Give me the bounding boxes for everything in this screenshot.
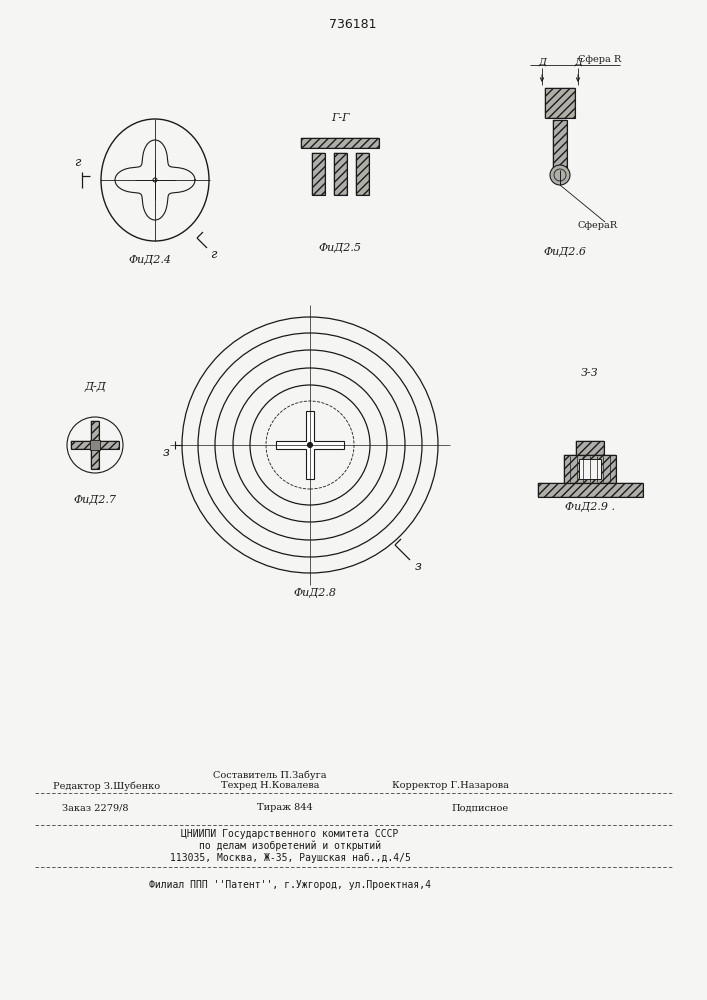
Bar [538,483,643,497]
Text: ЦНИИПИ Государственного комитета СССР: ЦНИИПИ Государственного комитета СССР [181,829,399,839]
Text: ΦиД2.4: ΦиД2.4 [129,255,172,265]
Text: 113035, Москва, Ж-35, Раушская наб.,д.4/5: 113035, Москва, Ж-35, Раушская наб.,д.4/… [170,853,411,863]
Text: СфераR: СфераR [578,221,618,230]
Bar [312,153,325,195]
Circle shape [550,165,570,185]
Text: Техред Н.Ковалева: Техред Н.Ковалева [221,782,319,790]
Text: г: г [210,247,216,260]
Text: Подписное: Подписное [452,804,508,812]
Text: Корректор Г.Назарова: Корректор Г.Назарова [392,782,508,790]
Bar [356,153,369,195]
Bar [334,153,347,195]
Bar [553,120,567,170]
Text: ΦиД2.7: ΦиД2.7 [74,495,117,505]
Bar [90,440,100,450]
Bar [356,153,369,195]
Text: 736181: 736181 [329,18,377,31]
Bar [564,455,616,483]
Text: ΦиД2.8: ΦиД2.8 [293,588,337,598]
Text: Д-Д: Д-Д [84,382,106,392]
Circle shape [308,442,312,448]
Bar [538,483,643,497]
Polygon shape [276,411,344,479]
Bar [301,138,379,148]
Text: Д: Д [538,57,546,66]
Text: Филиал ППП ''Патент'', г.Ужгород, ул.Проектная,4: Филиал ППП ''Патент'', г.Ужгород, ул.Про… [149,880,431,890]
Bar [564,455,616,483]
Bar [545,88,575,118]
Text: з: з [163,446,170,460]
Text: Составитель П.Забуга: Составитель П.Забуга [214,770,327,780]
Bar [312,153,325,195]
Text: Тираж 844: Тираж 844 [257,804,313,812]
Text: Заказ 2279/8: Заказ 2279/8 [62,804,128,812]
Text: Д: Д [574,57,582,66]
Text: г: г [74,155,80,168]
Text: ΦиД2.5: ΦиД2.5 [318,243,361,253]
Polygon shape [71,421,119,469]
Bar [334,153,347,195]
Text: Г-Г: Г-Г [331,113,349,123]
Text: ΦиД2.9 .: ΦиД2.9 . [565,502,615,512]
Bar [545,88,575,118]
Text: ΦиД2.6: ΦиД2.6 [544,247,587,257]
Text: з: з [414,560,421,574]
Text: Сфера R: Сфера R [578,55,621,64]
Text: Редактор З.Шубенко: Редактор З.Шубенко [54,781,160,791]
Text: по делам изобретений и открытий: по делам изобретений и открытий [199,841,381,851]
Text: З-З: З-З [581,368,599,378]
Bar [576,441,604,455]
Bar [553,120,567,170]
Bar [576,441,604,455]
Bar [301,138,379,148]
Bar [579,459,601,479]
